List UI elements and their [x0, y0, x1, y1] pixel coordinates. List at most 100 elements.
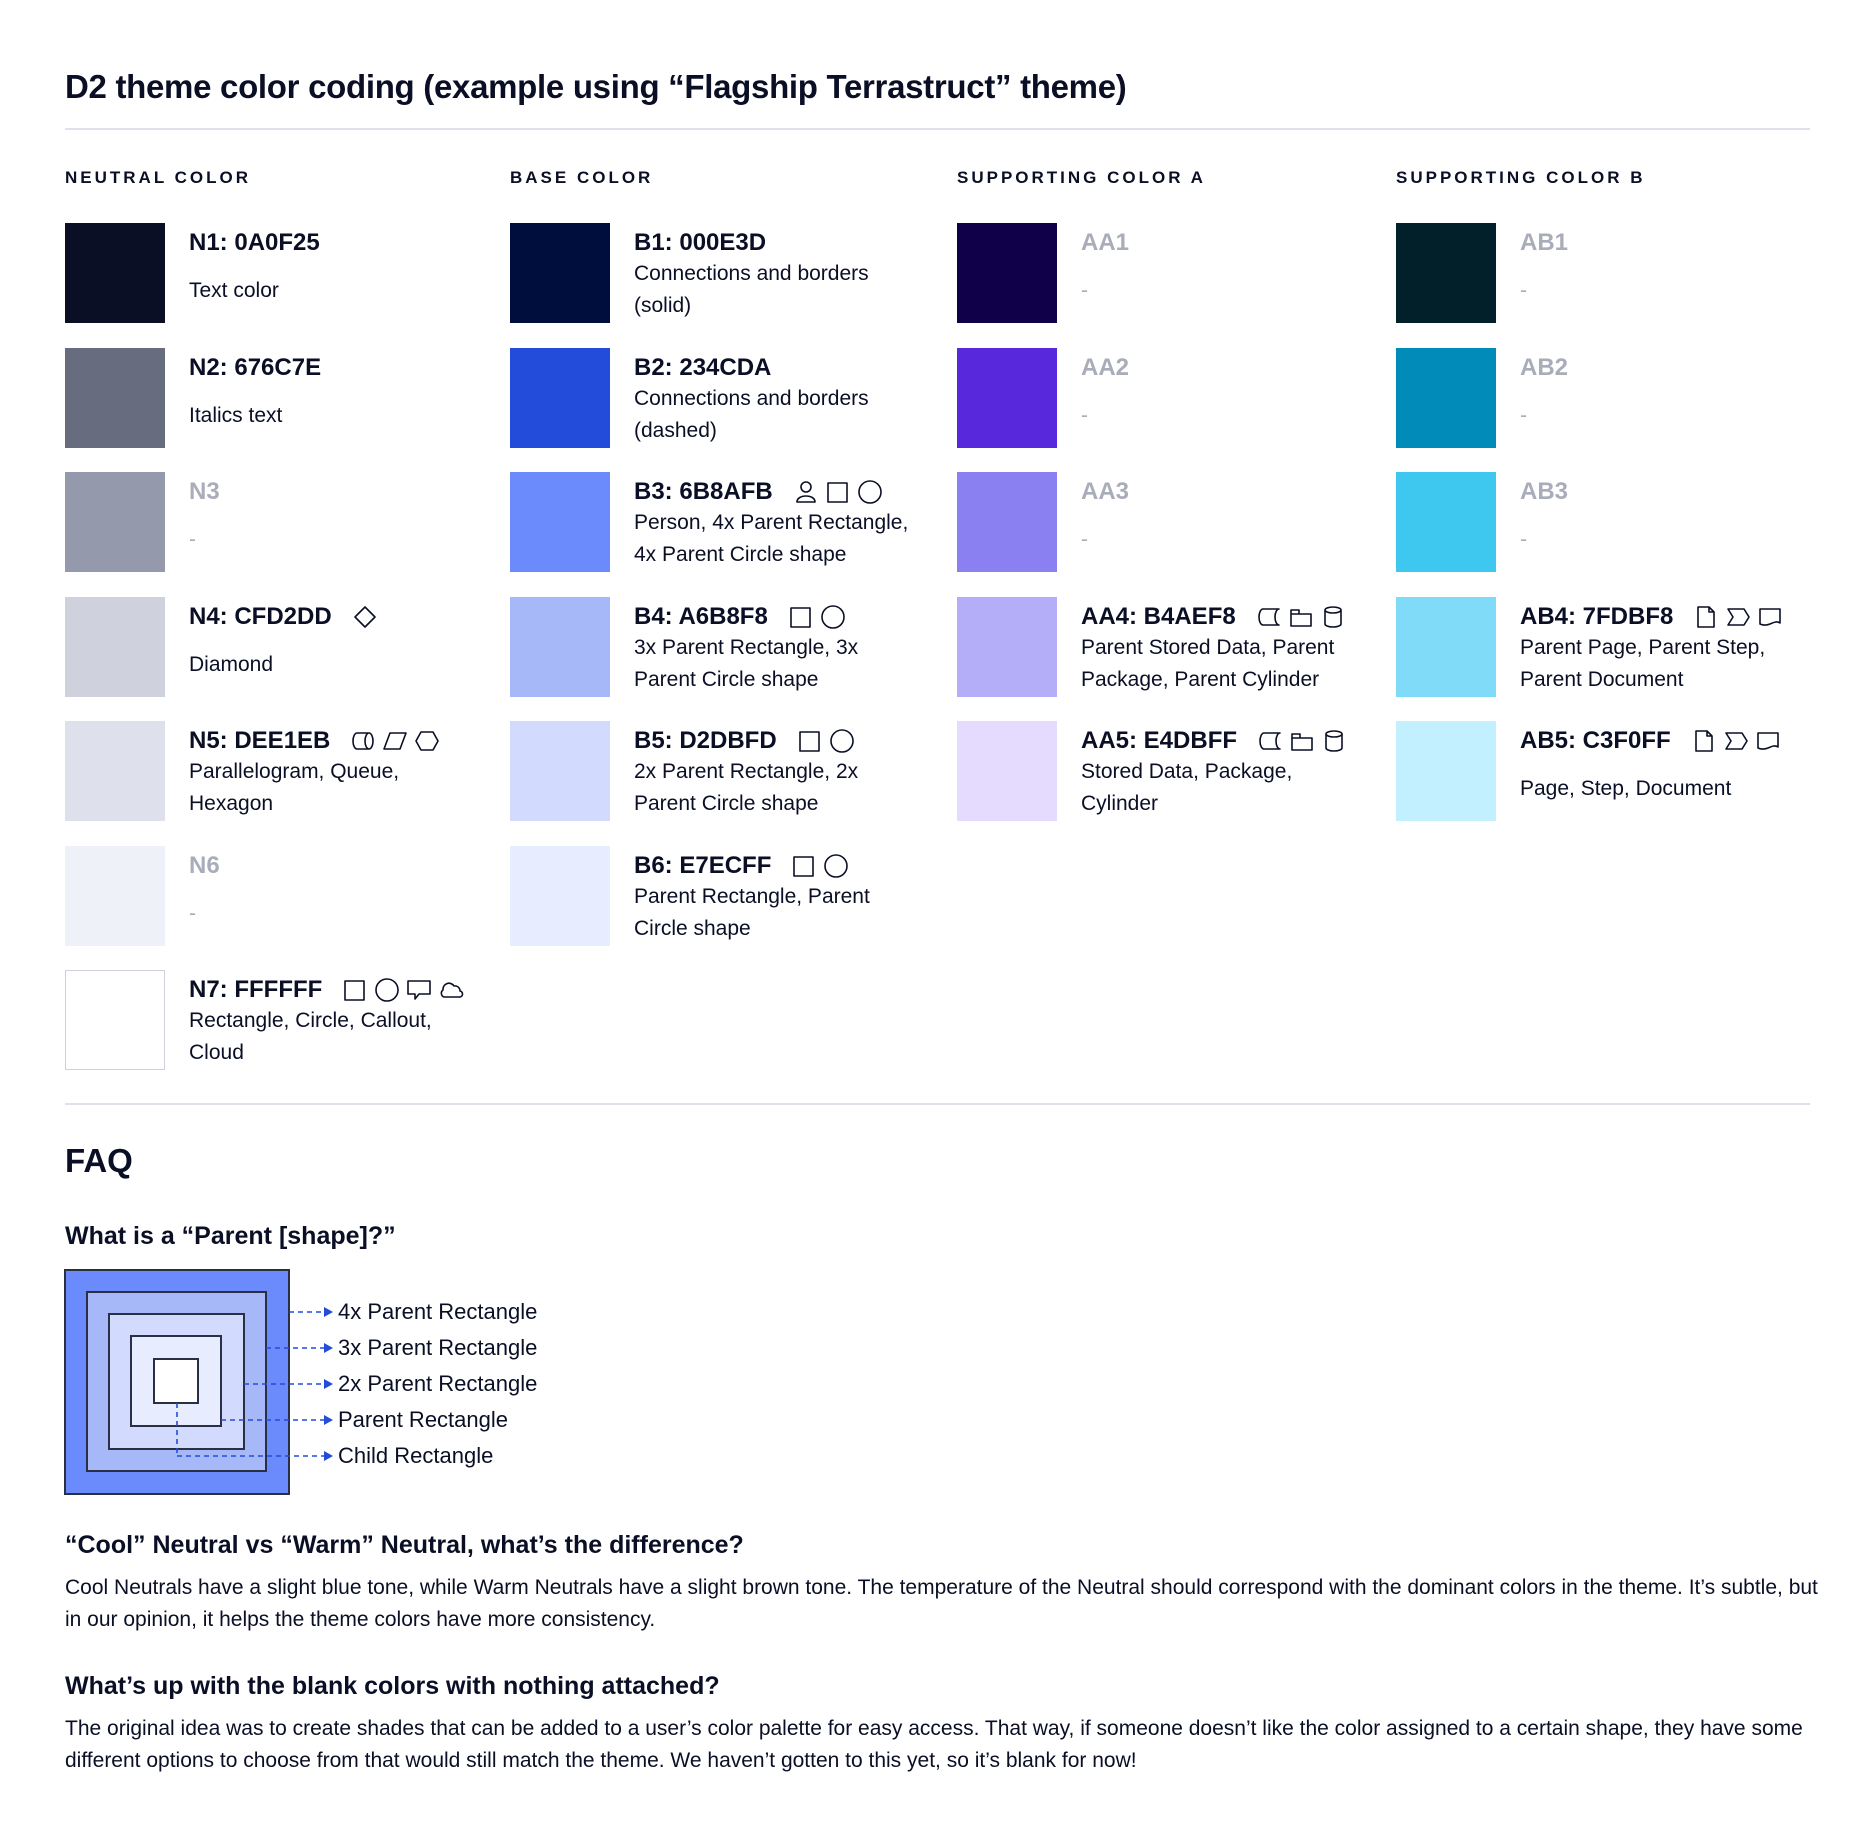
color-label: N5: DEE1EB [189, 726, 440, 756]
color-swatch [510, 223, 610, 323]
color-swatch [957, 596, 1057, 697]
diagram-label: 4x Parent Rectangle [338, 1299, 538, 1324]
color-code: AB1 [1520, 229, 1569, 256]
hexagon-icon [415, 731, 440, 751]
usage-line: Rectangle, Circle, Callout, [189, 1009, 432, 1032]
color-usage: - [1520, 275, 1527, 307]
color-code: AA5: E4DBFF [1081, 727, 1238, 754]
color-code: AB4: 7FDBF8 [1520, 602, 1674, 630]
usage-line: Text color [189, 279, 279, 302]
diagram-label: 3x Parent Rectangle [338, 1335, 538, 1360]
usage-line: 4x Parent Circle shape [634, 543, 847, 566]
color-code: AA1 [1081, 229, 1130, 256]
package-icon [1291, 733, 1313, 751]
color-swatch [510, 721, 610, 821]
queue-icon [352, 732, 375, 750]
column-header: NEUTRAL COLOR [65, 168, 252, 187]
color-code: N2: 676C7E [189, 353, 322, 381]
color-swatch [65, 596, 165, 697]
color-usage: Person, 4x Parent Rectangle, 4x Parent Ci… [634, 507, 908, 571]
color-swatch [510, 472, 610, 572]
faq-answer-neutral: Cool Neutrals have a slight blue tone, w… [65, 1576, 1818, 1631]
color-swatch [510, 596, 610, 697]
color-code: B2: 234CDA [634, 353, 772, 381]
usage-line: Parent Page, Parent Step, [1520, 635, 1766, 659]
color-swatch [65, 721, 165, 821]
column-header: SUPPORTING COLOR B [1396, 168, 1646, 187]
color-swatch [957, 472, 1057, 572]
color-usage: - [189, 898, 196, 930]
color-swatch [1396, 721, 1496, 821]
usage-line: - [1520, 528, 1527, 551]
color-usage: 3x Parent Rectangle, 3x Parent Circle sha… [634, 632, 858, 696]
color-label: AB4: 7FDBF8 [1520, 602, 1783, 632]
usage-line: (solid) [634, 294, 692, 317]
usage-line: Connections and borders [634, 262, 869, 285]
rectangle-icon [344, 980, 366, 1001]
color-usage: Parent Page, Parent Step, Parent Document [1520, 632, 1765, 696]
color-code: B6: E7ECFF [634, 851, 772, 879]
diagram-label: Child Rectangle [338, 1443, 494, 1468]
stored-data-icon [1257, 607, 1280, 626]
usage-line: Stored Data, Package, [1081, 760, 1293, 783]
usage-line: - [1081, 279, 1088, 302]
color-code: AA4: B4AEF8 [1081, 602, 1236, 630]
callout-icon [407, 980, 432, 1000]
color-label: AA3 [1081, 477, 1129, 507]
color-swatch [957, 347, 1057, 448]
circle-icon [829, 729, 854, 753]
usage-line: - [1081, 528, 1088, 551]
divider [65, 128, 1810, 130]
color-label: N7: FFFFFF [189, 975, 464, 1005]
usage-line: Connections and borders [634, 386, 869, 410]
color-code: N5: DEE1EB [189, 727, 331, 754]
color-usage: - [1081, 275, 1088, 307]
page-icon [1697, 605, 1716, 628]
color-usage: Parent Rectangle, Parent Circle shape [634, 881, 870, 945]
color-label: B1: 000E3D [634, 228, 766, 258]
color-code: N7: FFFFFF [189, 976, 323, 1003]
color-usage: Rectangle, Circle, Callout, Cloud [189, 1005, 432, 1069]
faq-answer-blank: The original idea was to create shades t… [65, 1717, 1803, 1772]
color-usage: - [1520, 400, 1527, 432]
color-code: B5: D2DBFD [634, 727, 777, 754]
color-usage: - [1081, 400, 1088, 432]
color-code: N6 [189, 851, 220, 879]
color-usage: Connections and borders (solid) [634, 258, 869, 322]
usage-line: 3x Parent Rectangle, 3x [634, 635, 859, 659]
usage-line: Package, Parent Cylinder [1081, 667, 1320, 691]
circle-icon [375, 978, 400, 1002]
column-header: BASE COLOR [510, 168, 654, 187]
faq-question-blank: What’s up with the blank colors with not… [65, 1672, 720, 1700]
color-code: B3: 6B8AFB [634, 478, 773, 505]
usage-line: Circle shape [634, 916, 751, 940]
color-code: B1: 000E3D [634, 229, 767, 256]
color-code: N3 [189, 478, 220, 505]
color-label: N3 [189, 477, 220, 507]
color-usage: Connections and borders (dashed) [634, 383, 869, 447]
circle-icon [821, 604, 845, 629]
faq-question-neutral: “Cool” Neutral vs “Warm” Neutral, what’s… [65, 1531, 744, 1559]
usage-line: Cylinder [1081, 792, 1159, 815]
color-label: N2: 676C7E [189, 353, 321, 383]
rectangle-icon [790, 606, 811, 628]
usage-line: Parent Rectangle, Parent [634, 884, 870, 908]
color-label: AB3 [1520, 477, 1568, 507]
faq-heading: FAQ [65, 1142, 133, 1179]
color-label: N4: CFD2DD [189, 602, 378, 632]
parallelogram-icon [383, 732, 408, 750]
usage-line: Person, 4x Parent Rectangle, [634, 511, 909, 534]
rectangle-icon [826, 482, 848, 503]
package-icon [1289, 608, 1312, 627]
usage-line: Italics text [189, 403, 283, 427]
color-usage: 2x Parent Rectangle, 2x Parent Circle sha… [634, 756, 858, 820]
usage-line: - [1520, 403, 1527, 427]
color-code: B4: A6B8F8 [634, 602, 768, 630]
color-usage: Italics text [189, 400, 282, 432]
color-swatch [65, 223, 165, 323]
color-label: B5: D2DBFD [634, 726, 855, 756]
usage-line: - [189, 901, 196, 925]
color-code: N4: CFD2DD [189, 602, 332, 630]
person-icon [795, 481, 816, 503]
diamond-icon [353, 605, 376, 628]
